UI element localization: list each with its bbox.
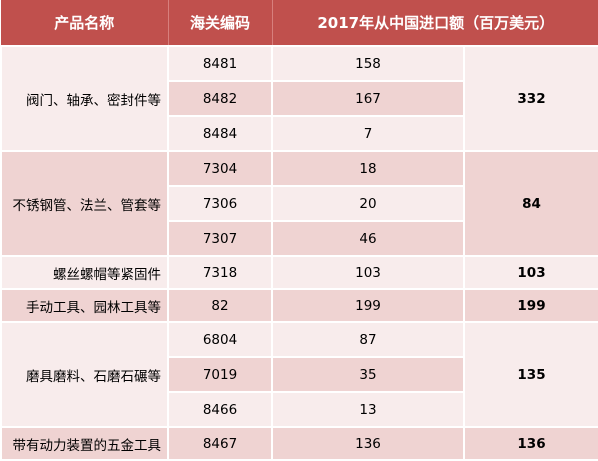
hs-code-cell: 7019 (167, 356, 273, 393)
group-total: 135 (463, 321, 598, 428)
table-row: 8466 13 (1, 391, 598, 428)
table-row: 磨具磨料、石磨石碾等 6804 87 135 (0, 321, 598, 428)
hs-code-cell: 8466 (167, 391, 273, 428)
header-row: 产品名称 海关编码 2017年从中国进口额（百万美元） (1, 0, 598, 47)
header-import-value: 2017年从中国进口额（百万美元） (272, 0, 598, 47)
table-row: 不锈钢管、法兰、管套等 7304 18 84 (0, 150, 598, 257)
value-cell: 20 (271, 185, 465, 222)
value-cell: 167 (271, 80, 465, 117)
hs-code-cell: 7318 (167, 255, 273, 290)
hs-code-cell: 8481 (167, 45, 273, 82)
value-cell: 158 (271, 45, 465, 82)
value-cell: 46 (271, 220, 465, 257)
hs-code-cell: 6804 (167, 321, 273, 358)
hs-code-cell: 82 (167, 288, 273, 323)
header-hs-code: 海关编码 (168, 0, 273, 47)
value-cell: 13 (271, 391, 465, 428)
table-row: 7307 46 (1, 220, 598, 257)
group-name: 手动工具、园林工具等 (0, 288, 169, 323)
hs-code-cell: 7304 (167, 150, 273, 187)
group-name: 磨具磨料、石磨石碾等 (0, 321, 169, 428)
group-total: 84 (463, 150, 598, 257)
group-total: 199 (463, 288, 598, 323)
group-total: 332 (463, 45, 598, 152)
value-cell: 103 (271, 255, 465, 290)
table-row: 手动工具、园林工具等 82 199 199 (0, 288, 598, 323)
table-row: 7306 20 (1, 185, 598, 222)
table-row: 阀门、轴承、密封件等 8481 158 332 (0, 45, 598, 152)
group-name: 螺丝螺帽等紧固件 (0, 255, 169, 290)
value-cell: 18 (271, 150, 465, 187)
table-row: 7019 35 (1, 356, 598, 393)
value-cell: 35 (271, 356, 465, 393)
group-name: 阀门、轴承、密封件等 (0, 45, 169, 152)
table-row: 螺丝螺帽等紧固件 7318 103 103 (0, 255, 598, 290)
hs-code-cell: 7307 (167, 220, 273, 257)
header-product-name: 产品名称 (1, 0, 169, 47)
group-name: 不锈钢管、法兰、管套等 (0, 150, 169, 257)
value-cell: 87 (271, 321, 465, 358)
hs-code-cell: 8484 (167, 115, 273, 152)
hs-code-cell: 8482 (167, 80, 273, 117)
table-row: 8484 7 (1, 115, 598, 152)
value-cell: 7 (271, 115, 465, 152)
group-total: 103 (463, 255, 598, 290)
hs-code-cell: 7306 (167, 185, 273, 222)
value-cell: 199 (271, 288, 465, 323)
table-row: 8482 167 (1, 80, 598, 117)
